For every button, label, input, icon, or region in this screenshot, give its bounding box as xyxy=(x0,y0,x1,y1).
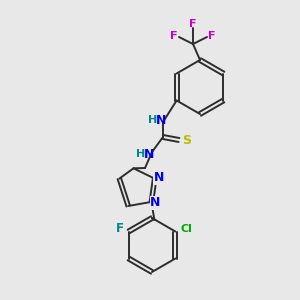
Text: F: F xyxy=(170,31,178,41)
Text: N: N xyxy=(150,196,161,209)
Text: Cl: Cl xyxy=(180,224,192,233)
Text: S: S xyxy=(182,134,191,146)
Text: F: F xyxy=(116,222,124,235)
Text: N: N xyxy=(154,171,164,184)
Text: H: H xyxy=(148,115,158,125)
Text: F: F xyxy=(208,31,216,41)
Text: H: H xyxy=(136,149,146,159)
Text: N: N xyxy=(144,148,154,160)
Text: F: F xyxy=(189,19,197,29)
Text: N: N xyxy=(156,113,166,127)
